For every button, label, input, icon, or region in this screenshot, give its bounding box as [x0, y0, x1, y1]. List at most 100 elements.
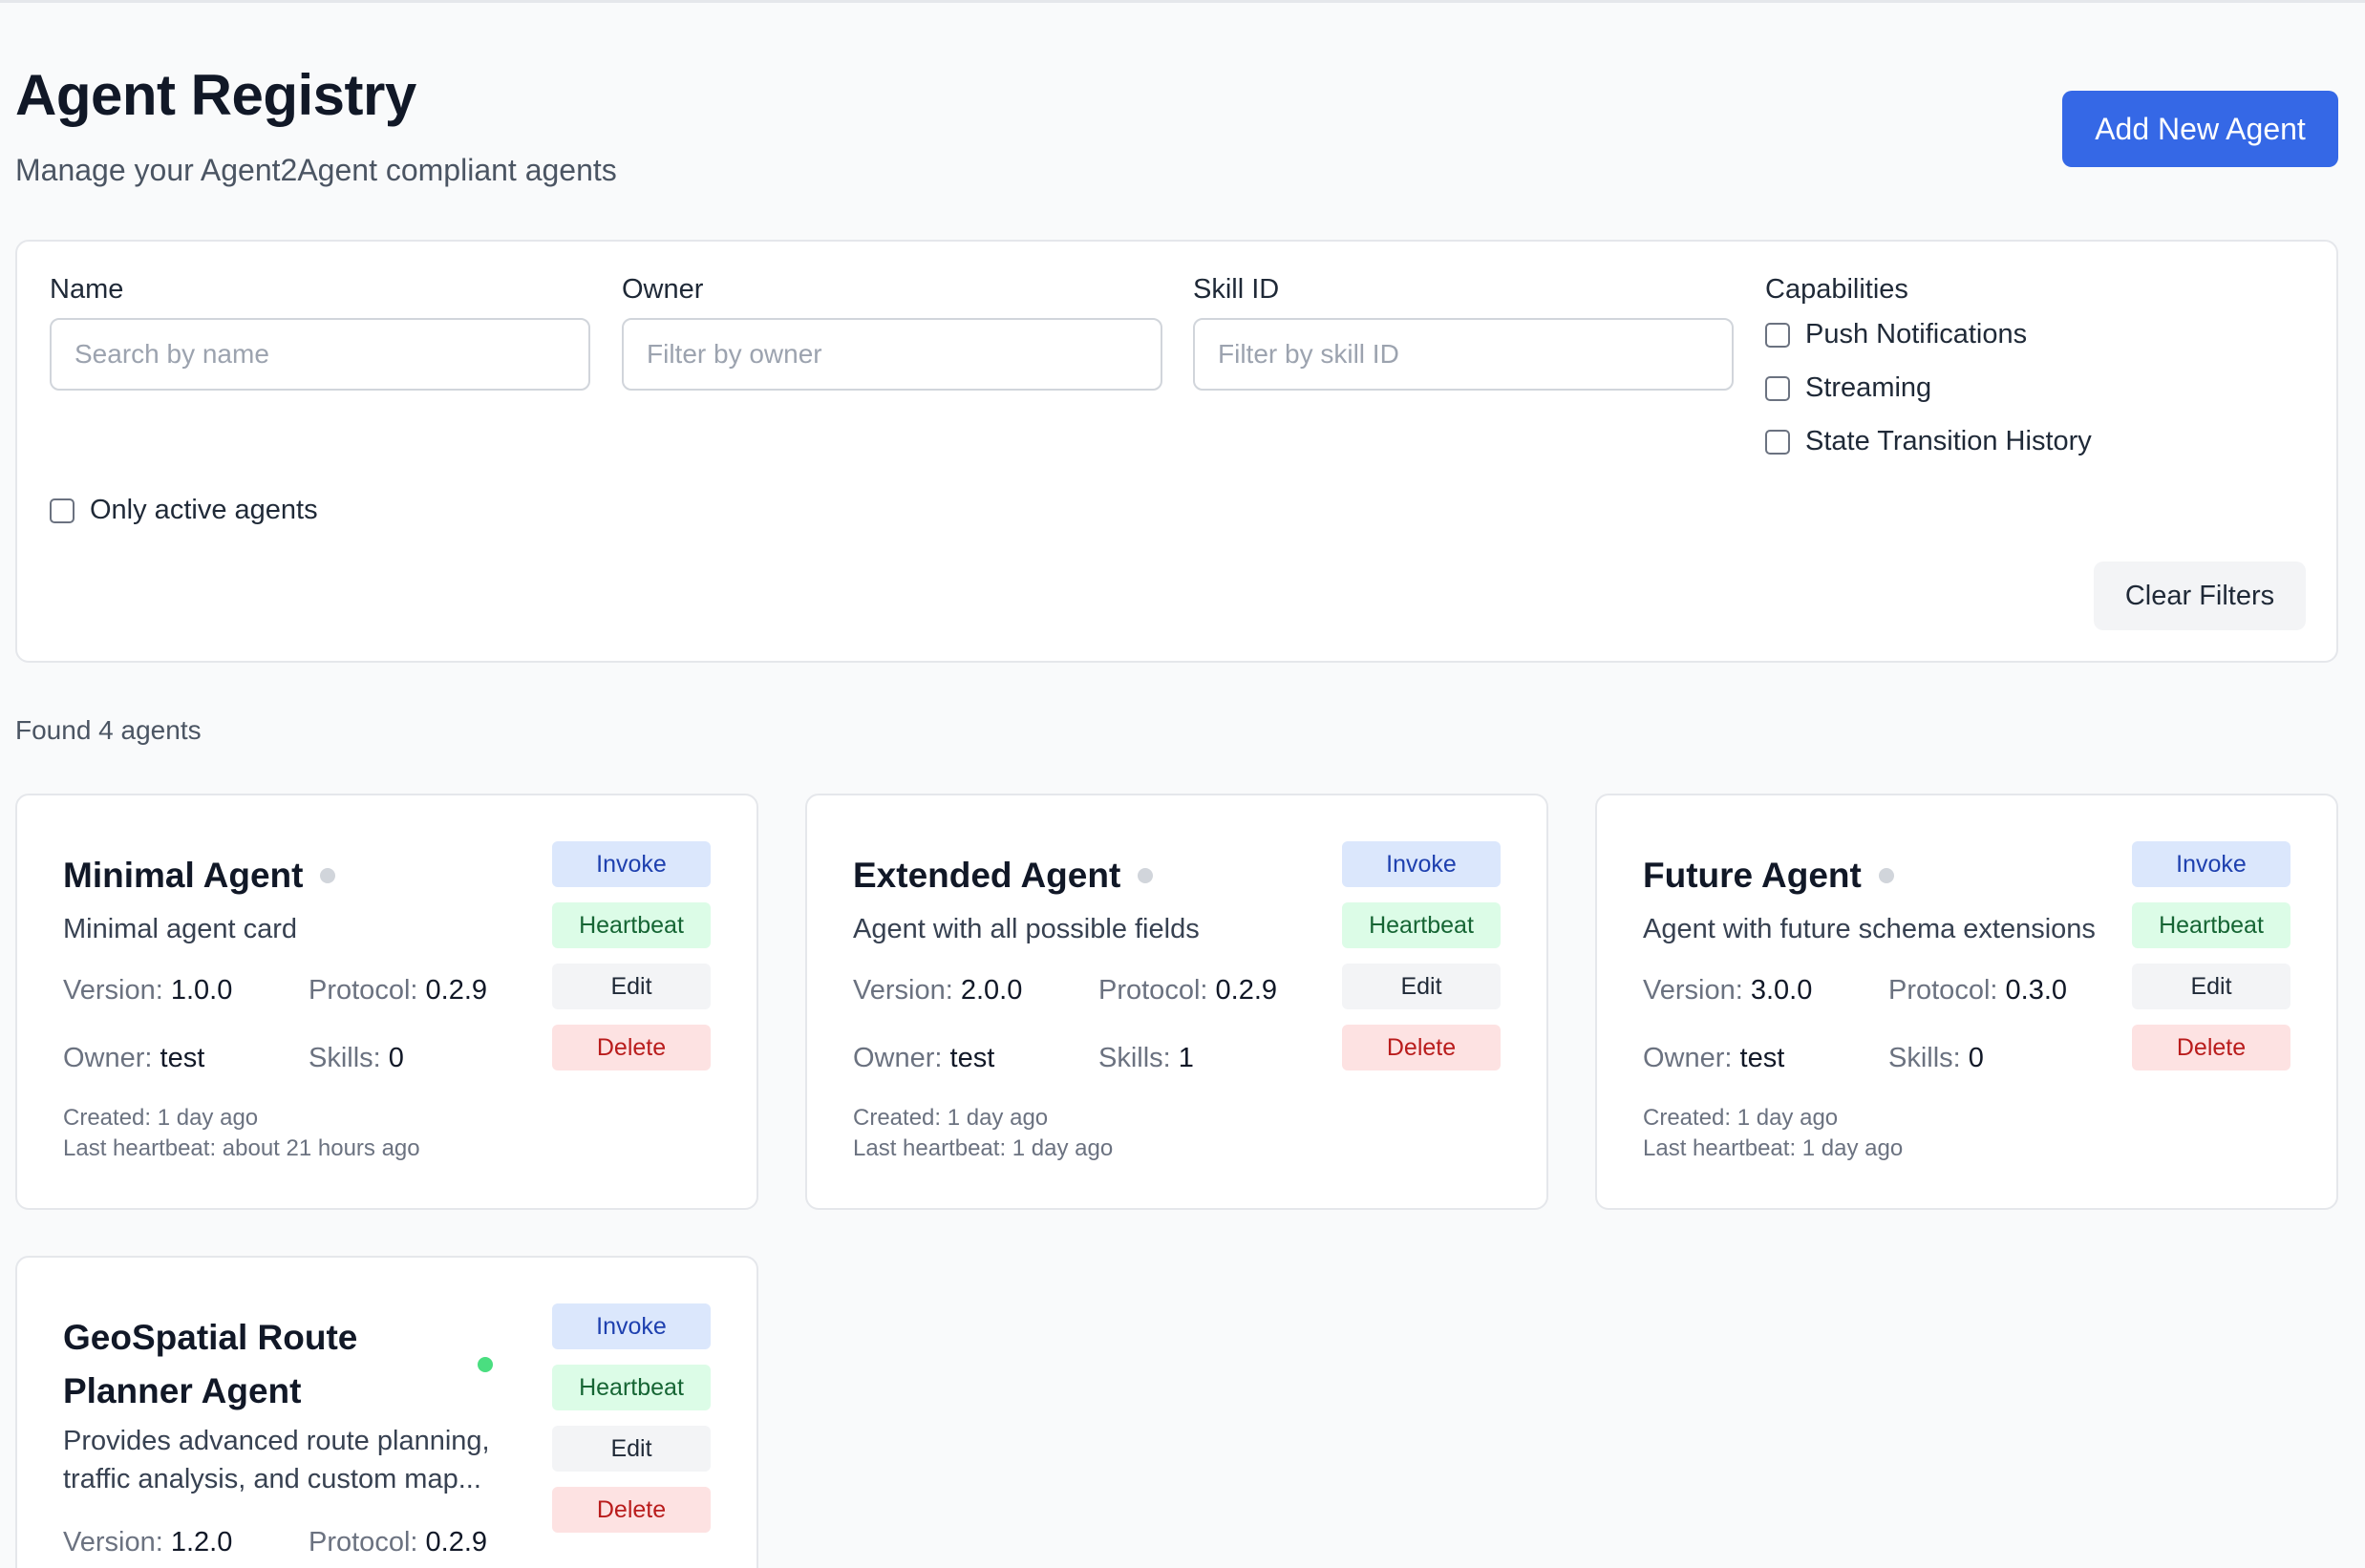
agent-card: GeoSpatial Route Planner Agent Provides …: [15, 1256, 758, 1568]
heartbeat-button[interactable]: Heartbeat: [2132, 902, 2290, 948]
owner-filter-label: Owner: [622, 274, 704, 305]
owner-value: test: [949, 1043, 995, 1073]
status-indicator: [1878, 868, 1894, 883]
agent-owner: Owner: test: [63, 1043, 204, 1074]
clear-filters-button[interactable]: Clear Filters: [2094, 562, 2306, 630]
only-active-label: Only active agents: [90, 495, 318, 525]
streaming-checkbox[interactable]: [1765, 375, 1790, 401]
status-indicator: [320, 868, 336, 883]
agent-actions: Invoke Heartbeat Edit Delete: [2132, 841, 2290, 1070]
owner-value: test: [160, 1043, 205, 1073]
agent-version: Version: 2.0.0: [853, 975, 1022, 1006]
agent-description: Minimal agent card: [63, 914, 297, 944]
capability-label: Streaming: [1805, 372, 1932, 403]
delete-button[interactable]: Delete: [552, 1487, 711, 1533]
agent-description: Agent with all possible fields: [853, 914, 1200, 944]
version-label: Version:: [63, 975, 163, 1006]
version-label: Version:: [853, 975, 953, 1006]
edit-button[interactable]: Edit: [552, 964, 711, 1009]
state-transition-history-checkbox[interactable]: [1765, 429, 1790, 455]
agent-title-row: Extended Agent: [853, 849, 1302, 902]
agent-protocol: Protocol: 0.3.0: [1888, 975, 2067, 1006]
edit-button[interactable]: Edit: [1342, 964, 1501, 1009]
owner-filter-input[interactable]: [622, 318, 1162, 391]
agent-title-row: GeoSpatial Route Planner Agent: [63, 1311, 502, 1418]
skills-value: 0: [388, 1043, 404, 1073]
agent-title-row: Future Agent: [1643, 849, 2092, 902]
agent-last-heartbeat: Last heartbeat: 1 day ago: [853, 1135, 1114, 1161]
name-filter-label: Name: [50, 274, 124, 305]
skills-value: 1: [1178, 1043, 1194, 1073]
page-title: Agent Registry: [15, 63, 416, 127]
invoke-button[interactable]: Invoke: [552, 1303, 711, 1349]
agent-skills: Skills: 0: [1888, 1043, 1984, 1074]
only-active-checkbox[interactable]: [50, 498, 75, 523]
agent-owner: Owner: test: [853, 1043, 994, 1074]
version-label: Version:: [1643, 975, 1743, 1006]
delete-button[interactable]: Delete: [1342, 1025, 1501, 1070]
capability-push-notifications[interactable]: Push Notifications: [1765, 319, 2027, 350]
agent-skills: Skills: 1: [1098, 1043, 1194, 1074]
capability-streaming[interactable]: Streaming: [1765, 372, 1931, 404]
delete-button[interactable]: Delete: [552, 1025, 711, 1070]
skill-id-filter-input[interactable]: [1193, 318, 1734, 391]
agent-created: Created: 1 day ago: [853, 1105, 1049, 1131]
agent-protocol: Protocol: 0.2.9: [1098, 975, 1277, 1006]
agent-last-heartbeat: Last heartbeat: 1 day ago: [1643, 1135, 1904, 1161]
agent-card: Extended Agent Agent with all possible f…: [805, 794, 1548, 1210]
protocol-label: Protocol:: [1888, 975, 1998, 1006]
owner-label: Owner:: [1643, 1043, 1733, 1073]
agent-name: GeoSpatial Route Planner Agent: [63, 1318, 358, 1410]
invoke-button[interactable]: Invoke: [1342, 841, 1501, 887]
protocol-value: 0.3.0: [2005, 975, 2068, 1006]
agent-skills: Skills: 0: [309, 1043, 404, 1074]
capability-state-transition-history[interactable]: State Transition History: [1765, 426, 2092, 457]
agent-protocol: Protocol: 0.2.9: [309, 1527, 487, 1558]
protocol-label: Protocol:: [309, 975, 418, 1006]
agent-description: Provides advanced route planning, traffi…: [63, 1426, 490, 1494]
edit-button[interactable]: Edit: [552, 1426, 711, 1472]
agent-card: Minimal Agent Minimal agent card Version…: [15, 794, 758, 1210]
name-search-input[interactable]: [50, 318, 590, 391]
version-value: 1.2.0: [170, 1527, 233, 1557]
protocol-value: 0.2.9: [1215, 975, 1278, 1006]
heartbeat-button[interactable]: Heartbeat: [1342, 902, 1501, 948]
version-value: 3.0.0: [1750, 975, 1813, 1006]
version-value: 1.0.0: [170, 975, 233, 1006]
protocol-label: Protocol:: [309, 1527, 418, 1557]
only-active-agents-toggle[interactable]: Only active agents: [50, 495, 318, 526]
agent-card: Future Agent Agent with future schema ex…: [1595, 794, 2338, 1210]
agent-actions: Invoke Heartbeat Edit Delete: [1342, 841, 1501, 1070]
heartbeat-button[interactable]: Heartbeat: [552, 902, 711, 948]
owner-label: Owner:: [63, 1043, 153, 1073]
skills-label: Skills:: [1888, 1043, 1961, 1073]
heartbeat-button[interactable]: Heartbeat: [552, 1365, 711, 1410]
agent-version: Version: 1.0.0: [63, 975, 232, 1006]
delete-button[interactable]: Delete: [2132, 1025, 2290, 1070]
invoke-button[interactable]: Invoke: [2132, 841, 2290, 887]
agent-actions: Invoke Heartbeat Edit Delete: [552, 841, 711, 1070]
agent-version: Version: 3.0.0: [1643, 975, 1812, 1006]
filter-panel: Name Owner Skill ID Capabilities Push No…: [15, 240, 2338, 663]
edit-button[interactable]: Edit: [2132, 964, 2290, 1009]
skill-id-filter-label: Skill ID: [1193, 274, 1280, 305]
capabilities-label: Capabilities: [1765, 274, 1908, 305]
agent-created: Created: 1 day ago: [1643, 1105, 1839, 1131]
status-indicator: [478, 1357, 493, 1372]
owner-value: test: [1739, 1043, 1785, 1073]
agent-version: Version: 1.2.0: [63, 1527, 232, 1558]
skills-label: Skills:: [309, 1043, 381, 1073]
invoke-button[interactable]: Invoke: [552, 841, 711, 887]
push-notifications-checkbox[interactable]: [1765, 322, 1790, 348]
agent-description: Agent with future schema extensions: [1643, 914, 2096, 944]
owner-label: Owner:: [853, 1043, 943, 1073]
protocol-label: Protocol:: [1098, 975, 1208, 1006]
agent-last-heartbeat: Last heartbeat: about 21 hours ago: [63, 1135, 420, 1161]
agent-actions: Invoke Heartbeat Edit Delete: [552, 1303, 711, 1533]
add-new-agent-button[interactable]: Add New Agent: [2062, 91, 2338, 167]
agent-protocol: Protocol: 0.2.9: [309, 975, 487, 1006]
skills-label: Skills:: [1098, 1043, 1171, 1073]
status-indicator: [1138, 868, 1154, 883]
agent-name: Minimal Agent: [63, 856, 304, 895]
